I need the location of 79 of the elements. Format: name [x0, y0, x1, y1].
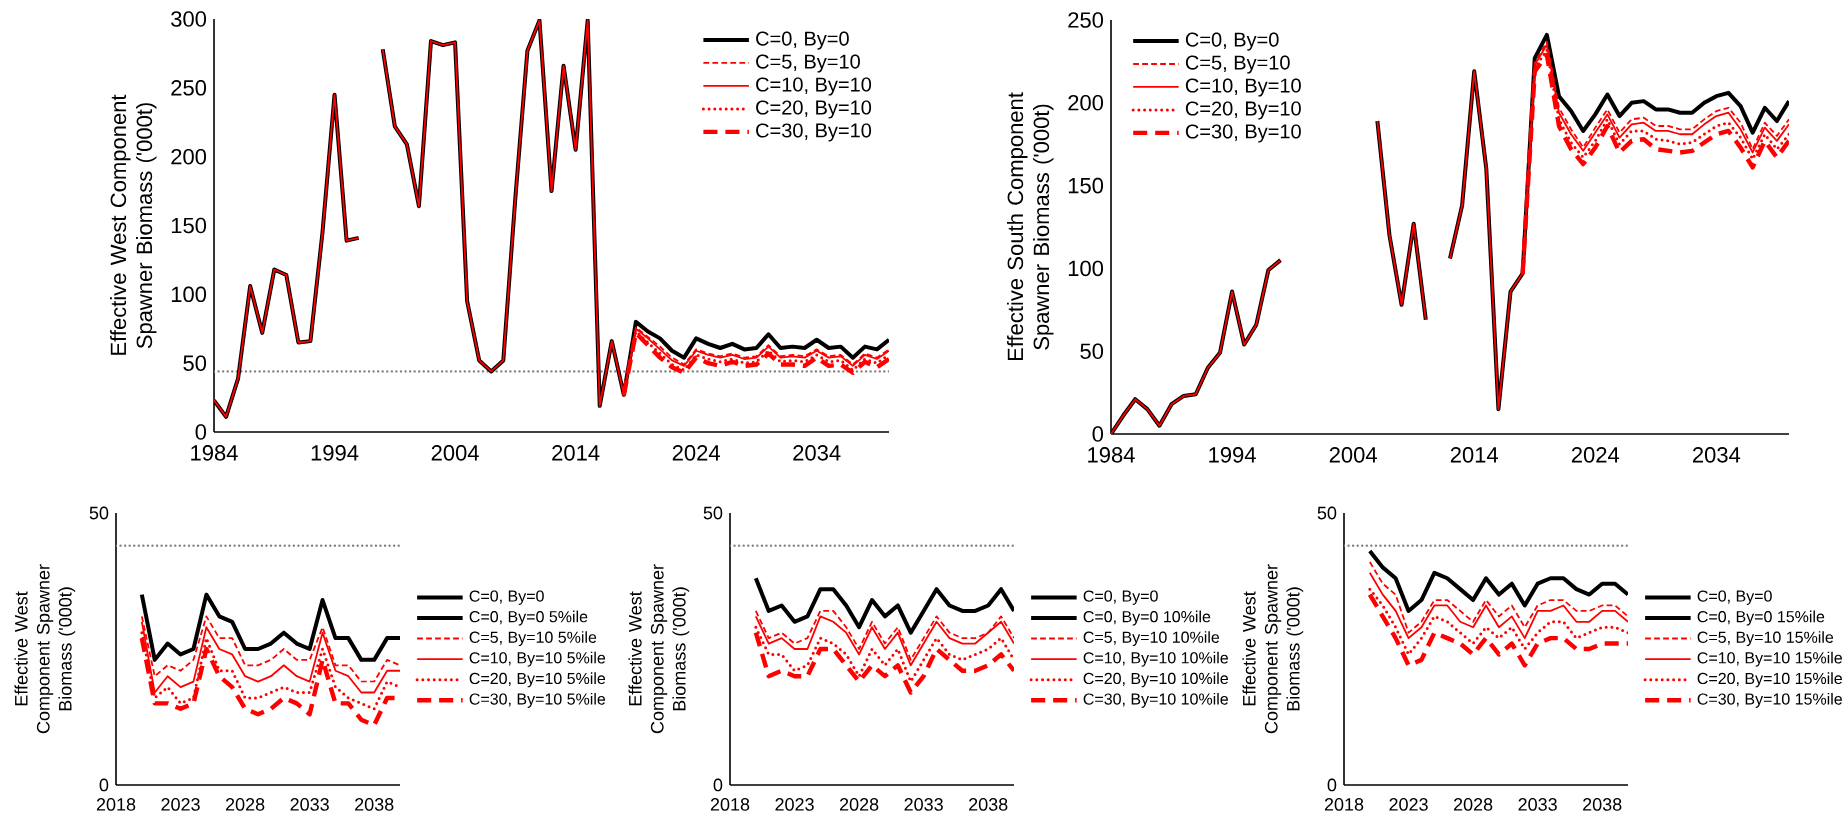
- legend-label: C=10, By=10 10%ile: [1083, 651, 1228, 667]
- legend-label: C=10, By=10 15%ile: [1697, 651, 1842, 667]
- legend-label: C=20, By=10 5%ile: [469, 672, 606, 688]
- x-tick-label: 1984: [1088, 447, 1135, 463]
- legend-label: C=0, By=0: [1185, 32, 1279, 51]
- legend-label: C=0, By=0: [1697, 590, 1772, 605]
- legend-label: C=10, By=10 5%ile: [469, 651, 606, 667]
- y-tick-label: 300: [171, 11, 207, 27]
- x-tick-label: 2033: [904, 798, 943, 811]
- legend-label: C=30, By=10 5%ile: [469, 692, 606, 708]
- y-tick-label: 0: [1092, 426, 1104, 442]
- y-tick-label: 0: [713, 778, 723, 792]
- x-tick-label: 2004: [431, 445, 479, 461]
- x-tick-label: 1994: [311, 445, 359, 461]
- y-tick-label: 0: [99, 778, 109, 792]
- legend-label: C=5, By=10 5%ile: [469, 631, 597, 647]
- y-tick-label: 250: [171, 80, 207, 96]
- x-tick-label: 2004: [1329, 447, 1377, 463]
- x-tick-label: 2014: [1450, 447, 1499, 463]
- legend-label: C=30, By=10 15%ile: [1697, 692, 1842, 708]
- y-tick-label: 100: [171, 286, 207, 303]
- y-axis-title: Effective South Component Spawner Biomass ('000t): [1007, 92, 1054, 361]
- legend-label: C=0, By=0: [469, 590, 544, 605]
- x-tick-label: 2033: [290, 798, 329, 811]
- y-tick-label: 150: [171, 217, 207, 234]
- y-tick-label: 100: [1068, 260, 1104, 277]
- legend-label: C=20, By=10 10%ile: [1083, 672, 1228, 688]
- x-tick-label: 2023: [1389, 798, 1428, 811]
- x-tick-label: 2023: [775, 798, 814, 811]
- y-tick-label: 200: [1068, 95, 1104, 111]
- x-tick-label: 2018: [1324, 798, 1364, 811]
- x-tick-label: 2028: [225, 798, 265, 811]
- legend-label: C=0, By=0 5%ile: [469, 610, 588, 626]
- y-tick-label: 50: [89, 506, 109, 520]
- x-tick-label: 2018: [710, 798, 750, 811]
- y-tick-label: 50: [1317, 506, 1337, 520]
- y-tick-label: 250: [1068, 12, 1104, 28]
- legend-label: C=30, By=10 10%ile: [1083, 692, 1228, 708]
- x-tick-label: 2024: [1571, 447, 1620, 463]
- y-tick-label: 0: [1327, 778, 1337, 792]
- legend-label: C=20, By=10 15%ile: [1697, 672, 1842, 688]
- y-axis-title: Effective West Component Spawner Biomass ('000t): [628, 564, 690, 734]
- y-tick-label: 50: [1080, 343, 1104, 359]
- y-tick-label: 50: [703, 506, 723, 520]
- y-axis-title: Effective West Component Spawner Biomass ('000t): [14, 564, 76, 734]
- x-tick-label: 2038: [969, 798, 1008, 811]
- x-tick-label: 2024: [672, 445, 720, 461]
- y-tick-label: 150: [1068, 177, 1104, 194]
- legend-label: C=10, By=10: [1185, 78, 1301, 97]
- legend-label: C=30, By=10: [1185, 124, 1301, 143]
- legend-label: C=5, By=10: [756, 54, 860, 73]
- legend-label: C=0, By=0: [756, 31, 849, 50]
- legend-label: C=10, By=10: [756, 77, 872, 96]
- legend-label: C=0, By=0 15%ile: [1697, 610, 1825, 626]
- x-tick-label: 2018: [96, 798, 136, 811]
- x-tick-label: 2028: [1453, 798, 1493, 811]
- legend-label: C=5, By=10: [1185, 55, 1290, 74]
- y-axis-title: Effective West Component Spawner Biomass ('000t): [1242, 564, 1304, 734]
- x-tick-label: 2028: [839, 798, 879, 811]
- x-tick-label: 2014: [552, 445, 600, 461]
- legend-label: C=0, By=0: [1083, 590, 1158, 605]
- x-tick-label: 1994: [1209, 447, 1256, 463]
- y-tick-label: 200: [171, 148, 207, 165]
- y-axis-title: Effective West Component Spawner Biomass ('000t): [110, 94, 157, 355]
- legend-label: C=30, By=10: [756, 123, 872, 142]
- x-tick-label: 2038: [1583, 798, 1622, 811]
- legend-label: C=5, By=10 10%ile: [1083, 631, 1220, 647]
- y-tick-label: 0: [195, 424, 207, 440]
- x-tick-label: 2034: [793, 445, 841, 461]
- legend-label: C=5, By=10 15%ile: [1697, 631, 1834, 647]
- x-tick-label: 2033: [1518, 798, 1557, 811]
- x-tick-label: 2034: [1692, 447, 1741, 463]
- y-tick-label: 50: [183, 355, 207, 371]
- legend-label: C=20, By=10: [1185, 101, 1301, 120]
- x-tick-label: 2038: [355, 798, 394, 811]
- legend-label: C=20, By=10: [756, 100, 872, 119]
- x-tick-label: 1984: [191, 445, 238, 461]
- legend-label: C=0, By=0 10%ile: [1083, 610, 1211, 626]
- x-tick-label: 2023: [161, 798, 200, 811]
